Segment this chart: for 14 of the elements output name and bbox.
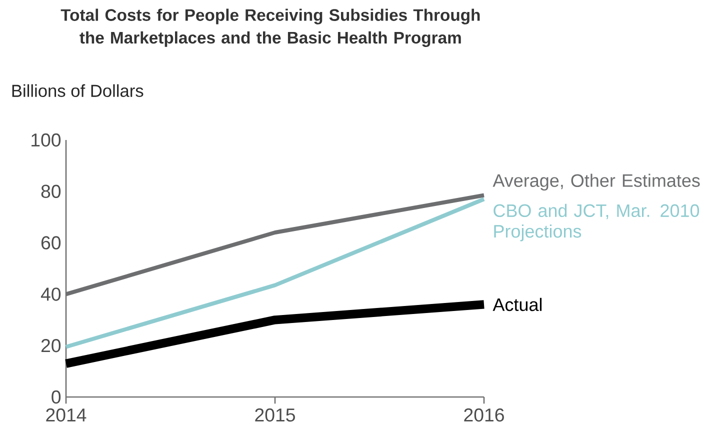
y-tick-label: 80 (41, 184, 61, 198)
y-tick-label: 100 (32, 133, 61, 147)
chart-title: Total Costs for People Receiving Subsidies Through the Marketplaces and the Basic Health Program (60, 8, 480, 47)
series-label: Actual (492, 298, 542, 312)
y-tick-label: 40 (40, 288, 61, 301)
y-axis-title: Billions of Dollars (12, 84, 144, 97)
y-tick-label: 20 (41, 338, 61, 352)
y-tick-label: 60 (41, 236, 61, 250)
y-tick-label: 0 (52, 390, 61, 404)
series-label: CBO and JCT, Mar. 2010 Projections (494, 204, 700, 242)
series-label: Average, Other Estimates (492, 174, 700, 191)
x-tick-label: 2014 (46, 408, 86, 422)
x-tick-label: 2015 (255, 408, 295, 422)
x-tick-label: 2016 (464, 408, 504, 422)
